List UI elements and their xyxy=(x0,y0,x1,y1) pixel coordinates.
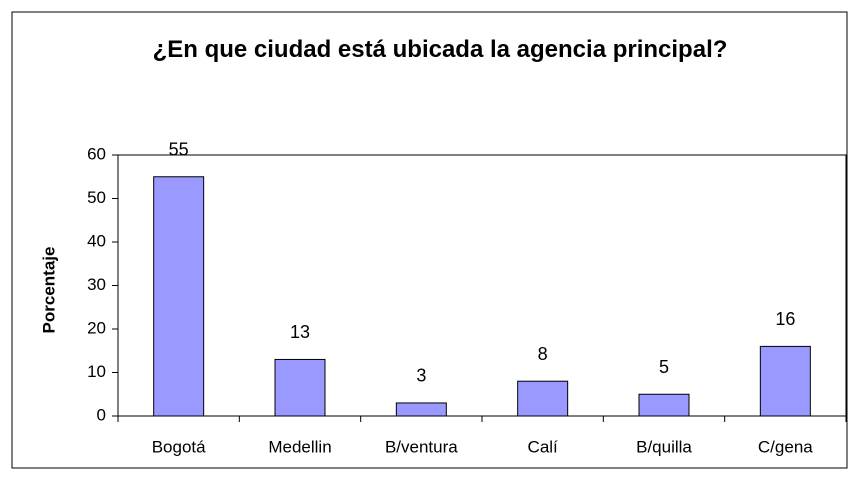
data-label: 16 xyxy=(775,309,795,329)
data-label: 55 xyxy=(169,140,189,160)
plot-area xyxy=(117,154,847,417)
bar xyxy=(517,380,569,417)
bar xyxy=(153,176,205,417)
y-tick-label: 30 xyxy=(87,275,106,294)
x-tick-label: C/gena xyxy=(758,437,813,456)
chart-border xyxy=(11,11,848,469)
data-label: 8 xyxy=(538,344,548,364)
x-tick-label: Bogotá xyxy=(152,437,206,456)
y-tick-label: 60 xyxy=(87,144,106,163)
y-tick-label: 50 xyxy=(87,188,106,207)
data-label: 3 xyxy=(416,366,426,386)
bar xyxy=(638,393,690,417)
data-label: 5 xyxy=(659,357,669,377)
bar xyxy=(395,402,447,417)
y-tick-label: 10 xyxy=(87,362,106,381)
x-tick-label: B/ventura xyxy=(385,437,458,456)
y-axis-label: Porcentaje xyxy=(39,247,58,334)
y-tick-label: 20 xyxy=(87,318,106,337)
chart-title: ¿En que ciudad está ubicada la agencia p… xyxy=(152,36,728,63)
x-tick-label: Calí xyxy=(528,437,559,456)
y-tick-label: 0 xyxy=(97,405,106,424)
bar xyxy=(274,358,326,417)
x-tick-label: B/quilla xyxy=(636,437,692,456)
x-tick-label: Medellin xyxy=(268,437,331,456)
bar xyxy=(759,345,811,417)
data-label: 13 xyxy=(290,322,310,342)
y-tick-label: 40 xyxy=(87,231,106,250)
